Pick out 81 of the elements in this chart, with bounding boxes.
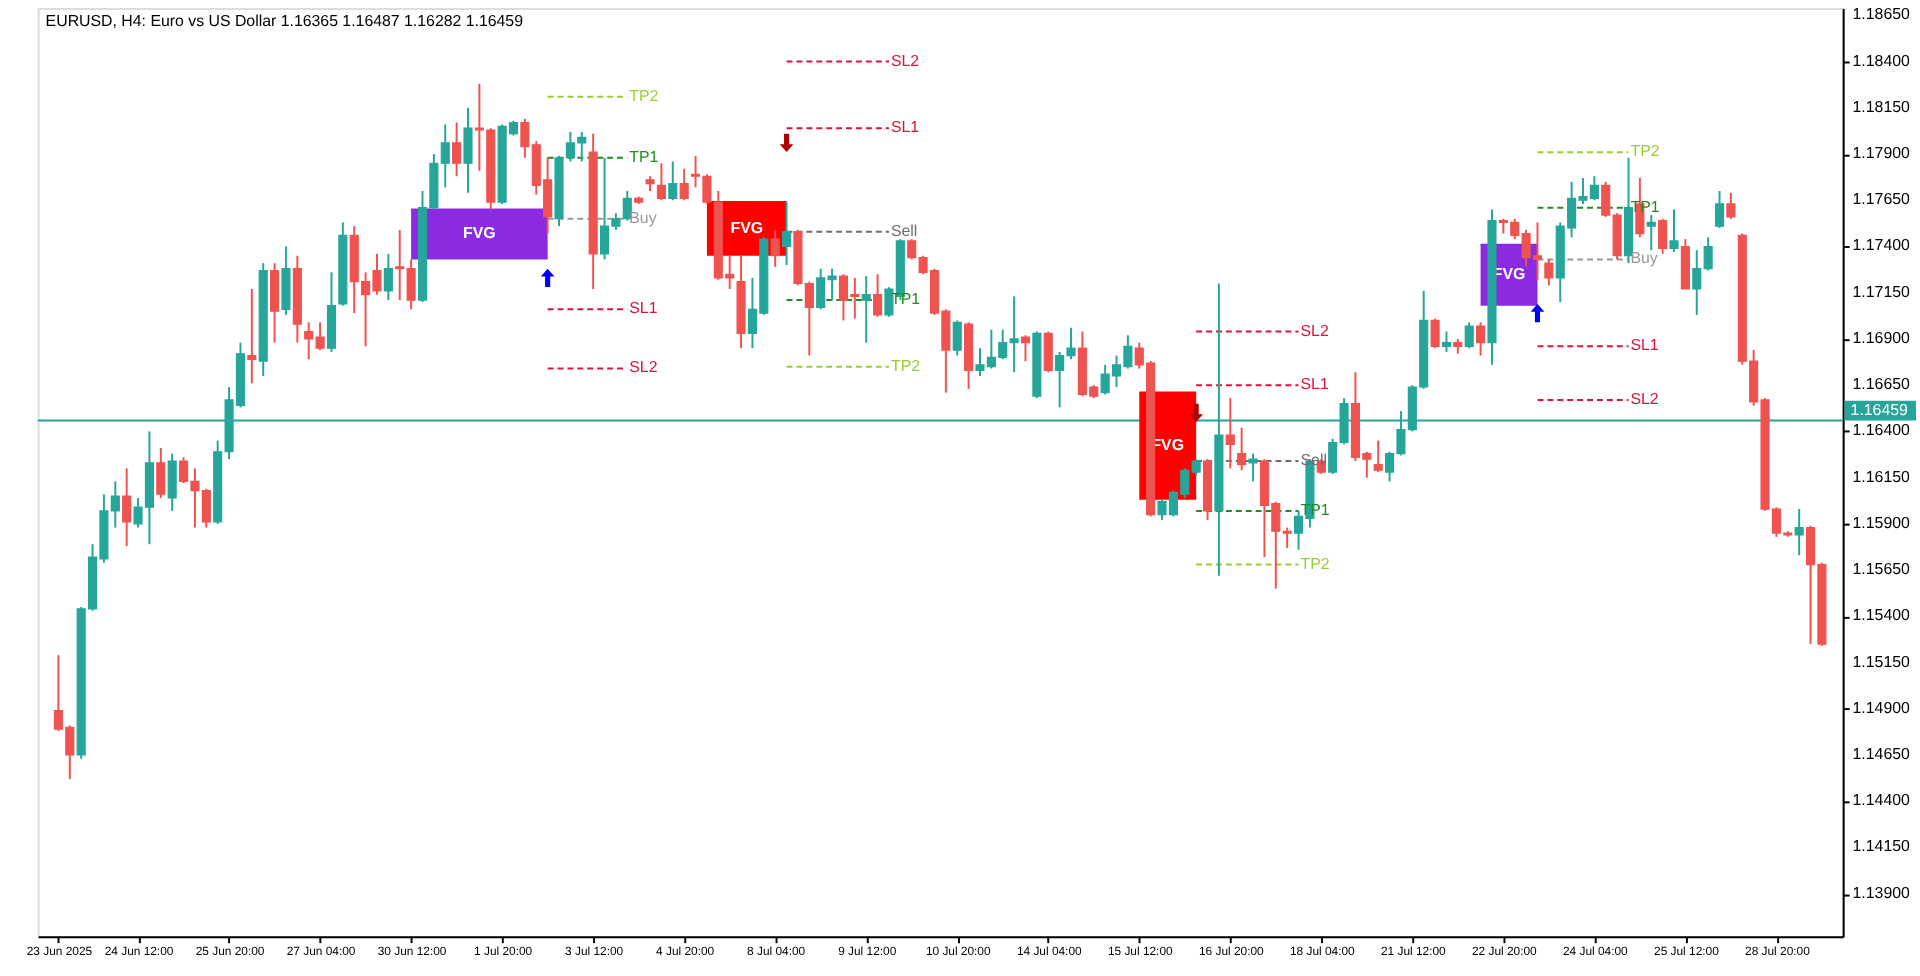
text: SL1 xyxy=(1300,375,1329,394)
y-tick-label: 1.18400 xyxy=(1852,51,1912,70)
candlestick xyxy=(952,319,962,357)
candlestick xyxy=(1658,217,1668,255)
y-tick-label: 1.15650 xyxy=(1852,560,1912,579)
text: TP2 xyxy=(629,86,659,105)
candlestick xyxy=(1794,508,1804,557)
y-tick-label: 1.17900 xyxy=(1852,144,1912,162)
point xyxy=(1189,403,1204,423)
series-label: Sell xyxy=(890,221,918,240)
y-tick-label: 1.14650 xyxy=(1852,744,1912,763)
candlestick xyxy=(1020,334,1031,363)
candlestick xyxy=(326,271,337,353)
candlestick xyxy=(1373,439,1383,474)
candlestick xyxy=(1646,214,1656,252)
text: SL1 xyxy=(629,299,658,318)
y-tick-label: 1.16650 xyxy=(1852,375,1912,394)
y-tick-label: 1.17400 xyxy=(1852,236,1912,255)
y-tick-label: 1.16150 xyxy=(1852,467,1912,486)
candlestick xyxy=(770,228,780,268)
series-label: FVG xyxy=(730,218,764,237)
text: TP2 xyxy=(1630,142,1660,161)
series-label: SL2 xyxy=(890,51,920,70)
candlestick xyxy=(861,275,871,344)
candlestick xyxy=(1669,208,1679,254)
y-tick-label: 1.14400 xyxy=(1852,791,1912,810)
candlestick xyxy=(452,121,462,178)
candlestick xyxy=(1043,330,1053,374)
series-label: SL1 xyxy=(890,118,921,137)
y-tick-label: 1.14900 xyxy=(1852,698,1912,717)
point xyxy=(540,268,555,288)
candlestick xyxy=(1441,330,1452,353)
y-tick-label: 1.14150 xyxy=(1852,837,1912,856)
text: SL2 xyxy=(1630,389,1659,408)
candlestick xyxy=(1430,317,1440,350)
y-tick-label: 1.17150 xyxy=(1852,282,1912,301)
text: SL2 xyxy=(1300,321,1329,340)
candlestick xyxy=(270,262,280,344)
text: SL2 xyxy=(629,358,658,377)
candlestick xyxy=(1714,190,1725,229)
candlestick xyxy=(122,467,132,548)
candlestick xyxy=(1476,321,1486,357)
candlestick xyxy=(1726,191,1736,220)
text: SL1 xyxy=(1630,336,1659,355)
candlestick xyxy=(656,162,666,202)
chart-title: EURUSD, H4: Euro vs US Dollar 1.16365 1.16487 1.16282 1.16459 xyxy=(45,11,525,30)
ref-line-label: 1.16459 xyxy=(1850,400,1910,419)
y-tick-label: 1.17650 xyxy=(1852,190,1912,209)
candlestick xyxy=(1680,238,1690,291)
candlestick xyxy=(964,321,974,390)
candlestick xyxy=(156,447,166,499)
y-tick-label: 1.16900 xyxy=(1852,328,1912,347)
candlestick xyxy=(247,288,257,385)
candlestick xyxy=(1248,452,1258,483)
y-tick-label: 1.13900 xyxy=(1852,883,1912,902)
candlestick xyxy=(1237,426,1247,472)
series-label: FVG xyxy=(463,224,496,243)
candlestick xyxy=(1464,321,1474,350)
candlestick xyxy=(668,160,678,202)
candlestick xyxy=(383,252,393,302)
candlestick xyxy=(281,245,291,316)
y-tick-label: 1.18150 xyxy=(1852,97,1912,116)
candlestick xyxy=(167,452,177,512)
point xyxy=(779,133,794,153)
candlestick xyxy=(679,167,689,202)
point xyxy=(1530,303,1545,323)
candlestick xyxy=(463,106,473,194)
y-tick-label: 1.18650 xyxy=(1852,5,1912,24)
candlestick xyxy=(873,273,883,318)
text: TP2 xyxy=(1300,554,1330,573)
text: Buy xyxy=(1630,249,1658,268)
series-label: Buy xyxy=(629,208,657,227)
candlestick xyxy=(1544,258,1554,287)
y-tick-label: 1.15900 xyxy=(1852,513,1912,532)
text: TP1 xyxy=(629,147,659,166)
y-tick-label: 1.16400 xyxy=(1852,421,1912,440)
y-tick-label: 1.15150 xyxy=(1852,652,1912,671)
candlestick xyxy=(1225,397,1235,470)
series-label: TP2 xyxy=(890,356,921,375)
candlestick xyxy=(782,201,792,266)
y-tick-label: 1.15400 xyxy=(1852,606,1912,625)
